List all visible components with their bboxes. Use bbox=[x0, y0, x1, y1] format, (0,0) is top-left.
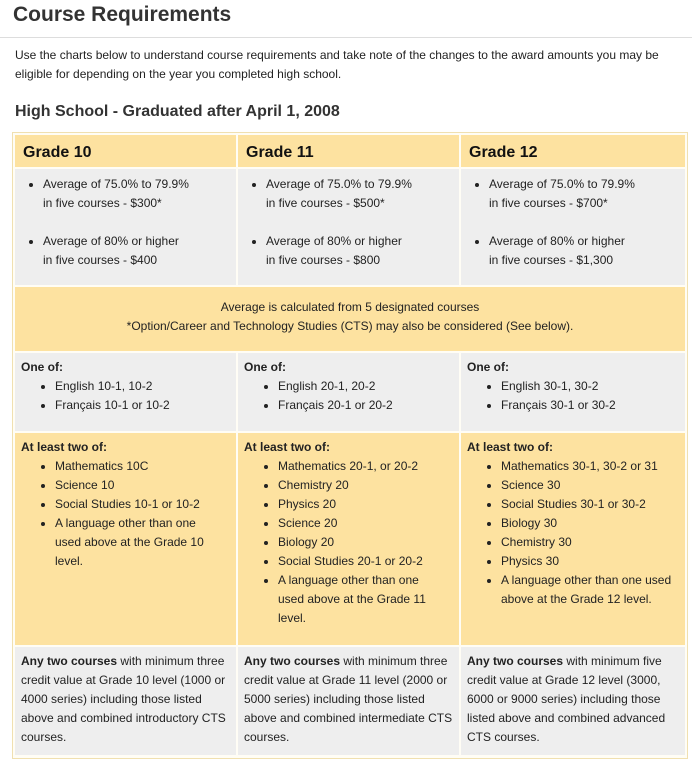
averages-grade-11: Average of 75.0% to 79.9%in five courses… bbox=[238, 169, 459, 285]
two-of-label: At least two of: bbox=[244, 440, 330, 454]
average-item: Average of 75.0% to 79.9%in five courses… bbox=[43, 175, 236, 213]
list-item: Social Studies 20-1 or 20-2 bbox=[278, 552, 459, 571]
any-two-text: with minimum three credit value at Grade… bbox=[21, 654, 226, 744]
note-line-2: *Option/Career and Technology Studies (C… bbox=[126, 319, 574, 333]
any-two-grade-12: Any two courses with minimum five credit… bbox=[461, 647, 685, 755]
header-grade-12: Grade 12 bbox=[461, 135, 685, 167]
title-divider bbox=[0, 37, 692, 38]
list-item: Social Studies 30-1 or 30-2 bbox=[501, 495, 685, 514]
one-of-label: One of: bbox=[21, 360, 63, 374]
any-two-label: Any two courses bbox=[244, 654, 341, 668]
list-item: Mathematics 20-1, or 20-2 bbox=[278, 457, 459, 476]
list-item: Physics 20 bbox=[278, 495, 459, 514]
any-two-text: with minimum three credit value at Grade… bbox=[244, 654, 453, 744]
one-of-grade-12: One of: English 30-1, 30-2 Français 30-1… bbox=[461, 353, 685, 431]
list-item: Social Studies 10-1 or 10-2 bbox=[55, 495, 236, 514]
intro-text: Use the charts below to understand cours… bbox=[15, 48, 659, 81]
any-two-label: Any two courses bbox=[467, 654, 564, 668]
average-note: Average is calculated from 5 designated … bbox=[15, 287, 685, 351]
list-item: Chemistry 30 bbox=[501, 533, 685, 552]
list-item: Science 10 bbox=[55, 476, 236, 495]
two-of-grade-12: At least two of: Mathematics 30-1, 30-2 … bbox=[461, 433, 685, 645]
section-title: High School - Graduated after April 1, 2… bbox=[15, 103, 340, 120]
any-two-grade-11: Any two courses with minimum three credi… bbox=[238, 647, 459, 755]
list-item: English 10-1, 10-2 bbox=[55, 377, 236, 396]
average-item: Average of 75.0% to 79.9%in five courses… bbox=[266, 175, 459, 213]
average-item: Average of 75.0% to 79.9%in five courses… bbox=[489, 175, 685, 213]
list-item: Mathematics 30-1, 30-2 or 31 bbox=[501, 457, 685, 476]
list-item: Mathematics 10C bbox=[55, 457, 236, 476]
page-title: Course Requirements bbox=[13, 3, 232, 26]
list-item: A language other than one used above at … bbox=[501, 571, 685, 609]
list-item: Science 20 bbox=[278, 514, 459, 533]
two-of-grade-10: At least two of: Mathematics 10C Science… bbox=[15, 433, 236, 645]
averages-grade-12: Average of 75.0% to 79.9%in five courses… bbox=[461, 169, 685, 285]
list-item: A language other than one used above at … bbox=[278, 571, 459, 628]
two-of-label: At least two of: bbox=[467, 440, 553, 454]
list-item: English 20-1, 20-2 bbox=[278, 377, 459, 396]
two-of-label: At least two of: bbox=[21, 440, 107, 454]
one-of-label: One of: bbox=[244, 360, 286, 374]
any-two-label: Any two courses bbox=[21, 654, 118, 668]
requirements-table: Grade 10 Grade 11 Grade 12 Average of 75… bbox=[12, 132, 688, 759]
any-two-text: with minimum five credit value at Grade … bbox=[467, 654, 666, 744]
list-item: Biology 30 bbox=[501, 514, 685, 533]
list-item: Chemistry 20 bbox=[278, 476, 459, 495]
list-item: Français 10-1 or 10-2 bbox=[55, 396, 236, 415]
list-item: A language other than one used above at … bbox=[55, 514, 236, 571]
list-item: Français 30-1 or 30-2 bbox=[501, 396, 685, 415]
note-line-1: Average is calculated from 5 designated … bbox=[220, 300, 480, 314]
one-of-grade-10: One of: English 10-1, 10-2 Français 10-1… bbox=[15, 353, 236, 431]
any-two-grade-10: Any two courses with minimum three credi… bbox=[15, 647, 236, 755]
averages-grade-10: Average of 75.0% to 79.9%in five courses… bbox=[15, 169, 236, 285]
one-of-label: One of: bbox=[467, 360, 509, 374]
header-grade-10: Grade 10 bbox=[15, 135, 236, 167]
list-item: Biology 20 bbox=[278, 533, 459, 552]
list-item: Physics 30 bbox=[501, 552, 685, 571]
list-item: Science 30 bbox=[501, 476, 685, 495]
list-item: English 30-1, 30-2 bbox=[501, 377, 685, 396]
header-grade-11: Grade 11 bbox=[238, 135, 459, 167]
two-of-grade-11: At least two of: Mathematics 20-1, or 20… bbox=[238, 433, 459, 645]
one-of-grade-11: One of: English 20-1, 20-2 Français 20-1… bbox=[238, 353, 459, 431]
list-item: Français 20-1 or 20-2 bbox=[278, 396, 459, 415]
